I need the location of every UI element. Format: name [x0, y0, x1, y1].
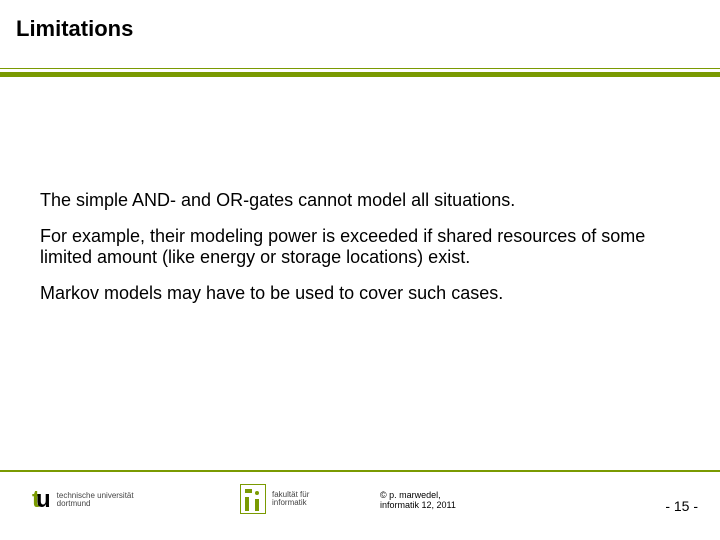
divider-thin — [0, 68, 720, 69]
copyright-line1: © p. marwedel, — [380, 490, 456, 500]
copyright: © p. marwedel, informatik 12, 2011 — [380, 490, 456, 511]
page-title: Limitations — [16, 16, 133, 42]
paragraph: The simple AND- and OR-gates cannot mode… — [40, 190, 680, 212]
body-text: The simple AND- and OR-gates cannot mode… — [40, 190, 680, 318]
paragraph: For example, their modeling power is exc… — [40, 226, 680, 269]
tu-line2: dortmund — [57, 500, 134, 508]
copyright-line2: informatik 12, 2011 — [380, 500, 456, 510]
divider-thick — [0, 72, 720, 77]
fi-logo-icon — [240, 484, 266, 514]
paragraph: Markov models may have to be used to cov… — [40, 283, 680, 305]
tu-logo-icon: tu — [32, 486, 51, 514]
tu-logo-text: technische universität dortmund — [57, 492, 134, 509]
tu-logo: tu technische universität dortmund — [32, 486, 134, 514]
fi-logo-text: fakultät für informatik — [272, 491, 309, 508]
fi-logo: fakultät für informatik — [240, 484, 309, 514]
fi-line2: informatik — [272, 499, 309, 507]
slide: Limitations The simple AND- and OR-gates… — [0, 0, 720, 540]
footer-divider — [0, 470, 720, 472]
page-number: - 15 - — [665, 498, 698, 514]
